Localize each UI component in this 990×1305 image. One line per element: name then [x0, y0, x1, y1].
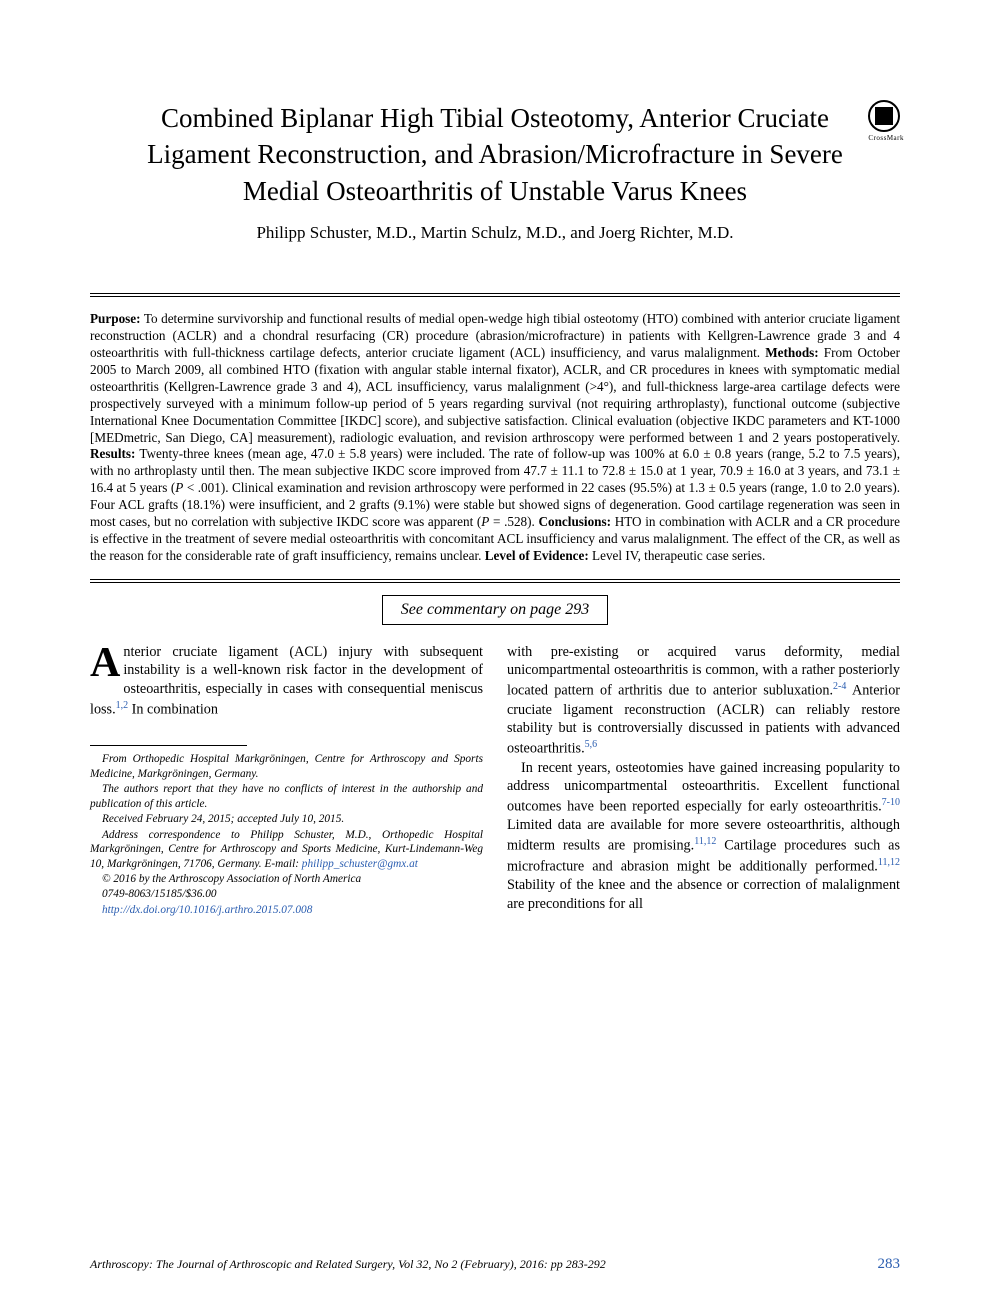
ref-11-12b[interactable]: 11,12 [878, 857, 900, 868]
copyright: © 2016 by the Arthroscopy Association of… [90, 872, 483, 886]
footnotes: From Orthopedic Hospital Markgröningen, … [90, 752, 483, 917]
title-block: CrossMark Combined Biplanar High Tibial … [90, 100, 900, 243]
intro-paragraph: Anterior cruciate ligament (ACL) injury … [90, 643, 483, 720]
conclusions-label: Conclusions: [538, 514, 611, 529]
ref-11-12[interactable]: 11,12 [694, 836, 716, 847]
received-date: Received February 24, 2015; accepted Jul… [90, 812, 483, 826]
doi: http://dx.doi.org/10.1016/j.arthro.2015.… [90, 903, 483, 917]
right-p2: In recent years, osteotomies have gained… [507, 759, 900, 914]
crossmark-icon[interactable] [868, 100, 900, 132]
loe-text: Level IV, therapeutic case series. [589, 548, 766, 563]
ref-2-4[interactable]: 2-4 [833, 681, 846, 692]
correspondence: Address correspondence to Philipp Schust… [90, 828, 483, 871]
results-label: Results: [90, 446, 135, 461]
doi-link[interactable]: http://dx.doi.org/10.1016/j.arthro.2015.… [102, 904, 312, 916]
abstract: Purpose: To determine survivorship and f… [90, 311, 900, 564]
dropcap: A [90, 643, 123, 682]
article-title: Combined Biplanar High Tibial Osteotomy,… [90, 100, 900, 209]
methods-label: Methods: [765, 345, 818, 360]
authors: Philipp Schuster, M.D., Martin Schulz, M… [90, 223, 900, 243]
issn: 0749-8063/15185/$36.00 [90, 887, 483, 901]
journal-reference: Arthroscopy: The Journal of Arthroscopic… [90, 1257, 606, 1272]
results-text-3: = .528). [489, 514, 538, 529]
crossmark-label: CrossMark [868, 134, 904, 142]
right-column: with pre-existing or acquired varus defo… [507, 643, 900, 919]
top-rule-thick [90, 293, 900, 294]
page-number: 283 [878, 1256, 901, 1273]
ref-1-2[interactable]: 1,2 [116, 700, 129, 711]
commentary-box: See commentary on page 293 [382, 595, 608, 625]
purpose-label: Purpose: [90, 311, 141, 326]
affiliation: From Orthopedic Hospital Markgröningen, … [90, 752, 483, 781]
right-p2-text: In recent years, osteotomies have gained… [507, 760, 900, 815]
body-columns: Anterior cruciate ligament (ACL) injury … [90, 643, 900, 919]
page-footer: Arthroscopy: The Journal of Arthroscopic… [90, 1256, 900, 1273]
loe-label: Level of Evidence: [485, 548, 589, 563]
bottom-rule-thick [90, 582, 900, 583]
left-column: Anterior cruciate ligament (ACL) injury … [90, 643, 483, 919]
bottom-rule-thin [90, 579, 900, 580]
right-p2-after3: Stability of the knee and the absence or… [507, 877, 900, 912]
email-link[interactable]: philipp_schuster@gmx.at [302, 858, 418, 870]
conflict-of-interest: The authors report that they have no con… [90, 782, 483, 811]
address-text: Address correspondence to Philipp Schust… [90, 829, 483, 870]
ref-7-10[interactable]: 7-10 [882, 797, 900, 808]
footnote-rule [90, 745, 247, 746]
intro-text-after: In combination [128, 702, 218, 718]
top-rule-thin [90, 296, 900, 297]
right-p1: with pre-existing or acquired varus defo… [507, 643, 900, 759]
ref-5-6[interactable]: 5,6 [585, 739, 598, 750]
